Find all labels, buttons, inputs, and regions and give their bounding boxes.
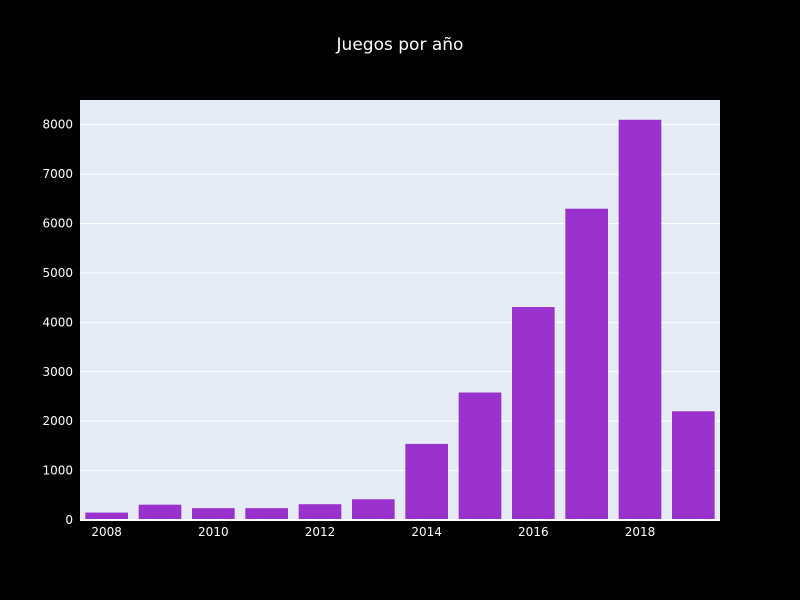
- y-tick-label: 7000: [42, 167, 73, 181]
- x-tick-label: 2010: [198, 525, 229, 539]
- y-tick-label: 4000: [42, 315, 73, 329]
- bar: [512, 307, 555, 520]
- y-tick-label: 1000: [42, 464, 73, 478]
- y-tick-label: 0: [65, 513, 73, 527]
- y-tick-label: 5000: [42, 266, 73, 280]
- gridlines: [80, 124, 720, 472]
- y-tick-label: 6000: [42, 217, 73, 231]
- y-tick-label: 8000: [42, 118, 73, 132]
- x-tick-label: 2016: [518, 525, 549, 539]
- bar: [298, 504, 342, 520]
- bar: [405, 443, 448, 520]
- bar: [458, 392, 502, 520]
- x-axis: 2008 2010 2012 2014 2016 2018: [91, 525, 655, 539]
- x-tick-label: 2012: [305, 525, 336, 539]
- y-axis: 0 1000 2000 3000 4000 5000 6000 7000 8000: [42, 118, 73, 527]
- bar: [192, 508, 235, 520]
- y-tick-label: 2000: [42, 414, 73, 428]
- chart-title: Juegos por año: [336, 35, 464, 55]
- bar: [138, 504, 182, 520]
- bar: [352, 499, 395, 520]
- bars: [80, 119, 720, 521]
- x-tick-label: 2018: [625, 525, 656, 539]
- bar: [565, 208, 608, 521]
- x-tick-label: 2014: [411, 525, 442, 539]
- bar: [672, 411, 715, 520]
- bar: [245, 508, 288, 520]
- bar: [618, 119, 662, 520]
- plot-area: [80, 100, 720, 520]
- x-tick-label: 2008: [91, 525, 122, 539]
- y-tick-label: 3000: [42, 365, 73, 379]
- bar: [85, 512, 128, 520]
